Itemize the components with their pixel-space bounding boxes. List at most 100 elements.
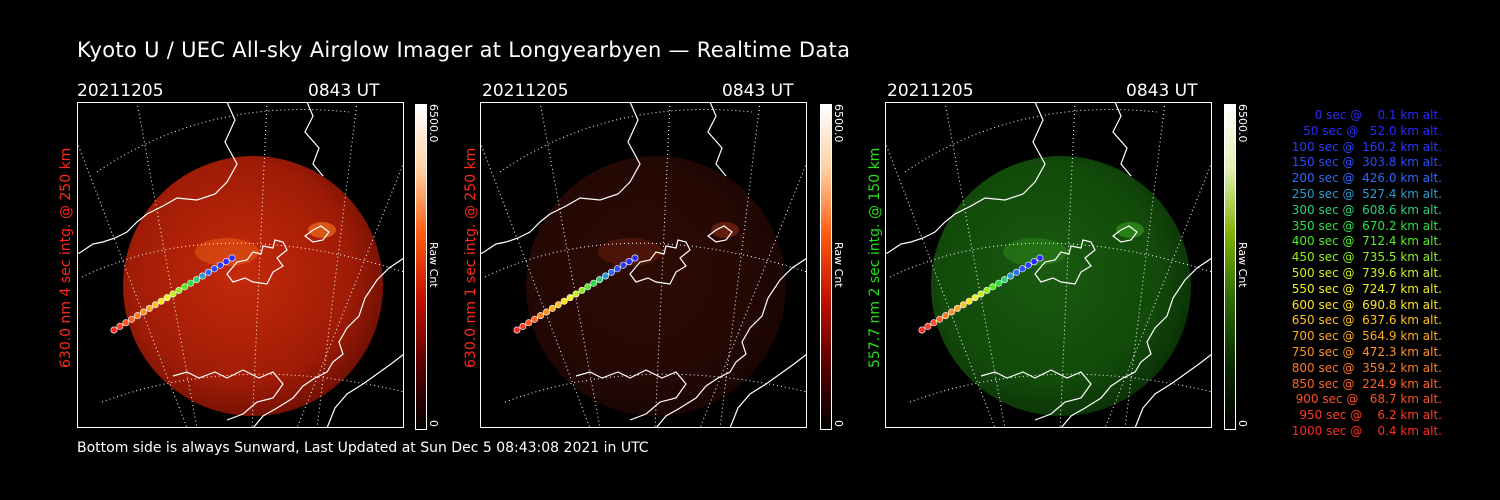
allsky-map bbox=[77, 102, 404, 428]
panel-frame bbox=[480, 102, 807, 428]
coastline bbox=[1060, 257, 1212, 428]
latitude-gridline bbox=[484, 242, 807, 278]
trajectory-point bbox=[1018, 265, 1026, 273]
panel-3-time: 0843 UT bbox=[1126, 81, 1198, 101]
trajectory-legend: 0 sec @ 0.1 km alt. 50 sec @ 52.0 km alt.… bbox=[1262, 108, 1442, 440]
trajectory-point bbox=[602, 272, 610, 280]
legend-row: 750 sec @ 472.3 km alt. bbox=[1291, 344, 1442, 359]
trajectory-point bbox=[513, 326, 521, 334]
airglow-patch bbox=[308, 222, 336, 238]
legend-row: 600 sec @ 690.8 km alt. bbox=[1291, 297, 1442, 312]
trajectory-point bbox=[228, 254, 236, 262]
airglow-patch bbox=[1003, 238, 1067, 266]
trajectory-point bbox=[983, 286, 991, 294]
coastline bbox=[304, 225, 330, 243]
trajectory-point bbox=[947, 308, 955, 316]
latitude-gridline bbox=[499, 109, 753, 173]
trajectory-point bbox=[187, 279, 195, 287]
panel-2-colorbar-label: Raw Cnt bbox=[832, 242, 845, 288]
trajectory-point bbox=[936, 315, 944, 323]
panel-2-side-label: 630.0 nm 1 sec intg. @ 250 km bbox=[463, 147, 479, 368]
trajectory-point bbox=[1036, 254, 1044, 262]
trajectory-point bbox=[613, 265, 621, 273]
coastline bbox=[304, 102, 324, 177]
trajectory-point bbox=[578, 286, 586, 294]
coastline bbox=[629, 239, 691, 285]
trajectory-point bbox=[619, 261, 627, 269]
coastline bbox=[707, 225, 733, 243]
panel-2-colorbar-max: 6500.0 bbox=[832, 104, 845, 143]
panel-1-time: 0843 UT bbox=[308, 81, 380, 101]
panel-3-colorbar-max: 6500.0 bbox=[1236, 104, 1249, 143]
trajectory-point bbox=[181, 283, 189, 291]
trajectory-point bbox=[1007, 272, 1015, 280]
coastline bbox=[172, 369, 284, 421]
panel-2-allsky-image bbox=[480, 102, 807, 428]
latitude-gridline bbox=[889, 242, 1212, 278]
trajectory-point bbox=[989, 283, 997, 291]
longitude-gridline bbox=[719, 102, 761, 428]
trajectory-point bbox=[199, 272, 207, 280]
legend-row: 950 sec @ 6.2 km alt. bbox=[1299, 408, 1442, 423]
coastline bbox=[326, 353, 404, 428]
latitude-gridline bbox=[904, 109, 1158, 173]
trajectory-point bbox=[554, 301, 562, 309]
panel-frame bbox=[885, 102, 1212, 428]
trajectory-point bbox=[1030, 258, 1038, 266]
trajectory-point bbox=[590, 279, 598, 287]
trajectory-point bbox=[122, 319, 130, 327]
trajectory-point bbox=[1012, 268, 1020, 276]
trajectory-point bbox=[169, 290, 177, 298]
trajectory-point bbox=[965, 297, 973, 305]
trajectory-point bbox=[977, 290, 985, 298]
panel-3-colorbar bbox=[1224, 104, 1236, 430]
page-title: Kyoto U / UEC All-sky Airglow Imager at … bbox=[77, 38, 851, 62]
trajectory-point bbox=[151, 301, 159, 309]
legend-row: 1000 sec @ 0.4 km alt. bbox=[1291, 423, 1442, 438]
coastline bbox=[707, 102, 727, 177]
legend-row: 700 sec @ 564.9 km alt. bbox=[1291, 329, 1442, 344]
coastline bbox=[1034, 239, 1096, 285]
trajectory-point bbox=[537, 312, 545, 320]
legend-row: 550 sec @ 724.7 km alt. bbox=[1291, 281, 1442, 296]
legend-row: 250 sec @ 527.4 km alt. bbox=[1291, 186, 1442, 201]
coastline bbox=[885, 102, 1046, 255]
coastline bbox=[1112, 102, 1132, 177]
trajectory-point bbox=[971, 294, 979, 302]
trajectory-point bbox=[110, 326, 118, 334]
panel-1-colorbar bbox=[415, 104, 427, 430]
trajectory-point bbox=[210, 265, 218, 273]
panel-1-colorbar-min: 0 bbox=[427, 420, 440, 427]
coastline bbox=[575, 369, 687, 421]
trajectory-point bbox=[548, 304, 556, 312]
legend-row: 500 sec @ 739.6 km alt. bbox=[1291, 265, 1442, 280]
longitude-gridline bbox=[316, 102, 358, 428]
trajectory-point bbox=[145, 304, 153, 312]
longitude-gridline bbox=[136, 102, 198, 428]
allsky-map bbox=[480, 102, 807, 428]
legend-row: 0 sec @ 0.1 km alt. bbox=[1314, 108, 1442, 122]
panel-2-colorbar bbox=[820, 104, 832, 430]
legend-row: 100 sec @ 160.2 km alt. bbox=[1291, 139, 1442, 154]
trajectory-point bbox=[930, 319, 938, 327]
legend-row: 400 sec @ 712.4 km alt. bbox=[1291, 234, 1442, 249]
legend-row: 300 sec @ 608.6 km alt. bbox=[1291, 202, 1442, 217]
panel-1-date: 20211205 bbox=[77, 81, 164, 101]
panel-3-colorbar-label: Raw Cnt bbox=[1236, 242, 1249, 288]
legend-row: 450 sec @ 735.5 km alt. bbox=[1291, 250, 1442, 265]
panel-1-colorbar-max: 6500.0 bbox=[427, 104, 440, 143]
airglow-disk bbox=[931, 156, 1191, 416]
coastline bbox=[1112, 225, 1138, 243]
trajectory-point bbox=[566, 294, 574, 302]
airglow-patch bbox=[1116, 222, 1144, 238]
panel-3-colorbar-min: 0 bbox=[1236, 420, 1249, 427]
trajectory-point bbox=[584, 283, 592, 291]
trajectory-point bbox=[918, 326, 926, 334]
trajectory-point bbox=[953, 304, 961, 312]
latitude-gridline bbox=[96, 109, 350, 173]
trajectory-point bbox=[157, 297, 165, 305]
panel-1-colorbar-label: Raw Cnt bbox=[427, 242, 440, 288]
coastline bbox=[980, 369, 1092, 421]
panel-2-colorbar-min: 0 bbox=[832, 420, 845, 427]
panel-3-date: 20211205 bbox=[887, 81, 974, 101]
